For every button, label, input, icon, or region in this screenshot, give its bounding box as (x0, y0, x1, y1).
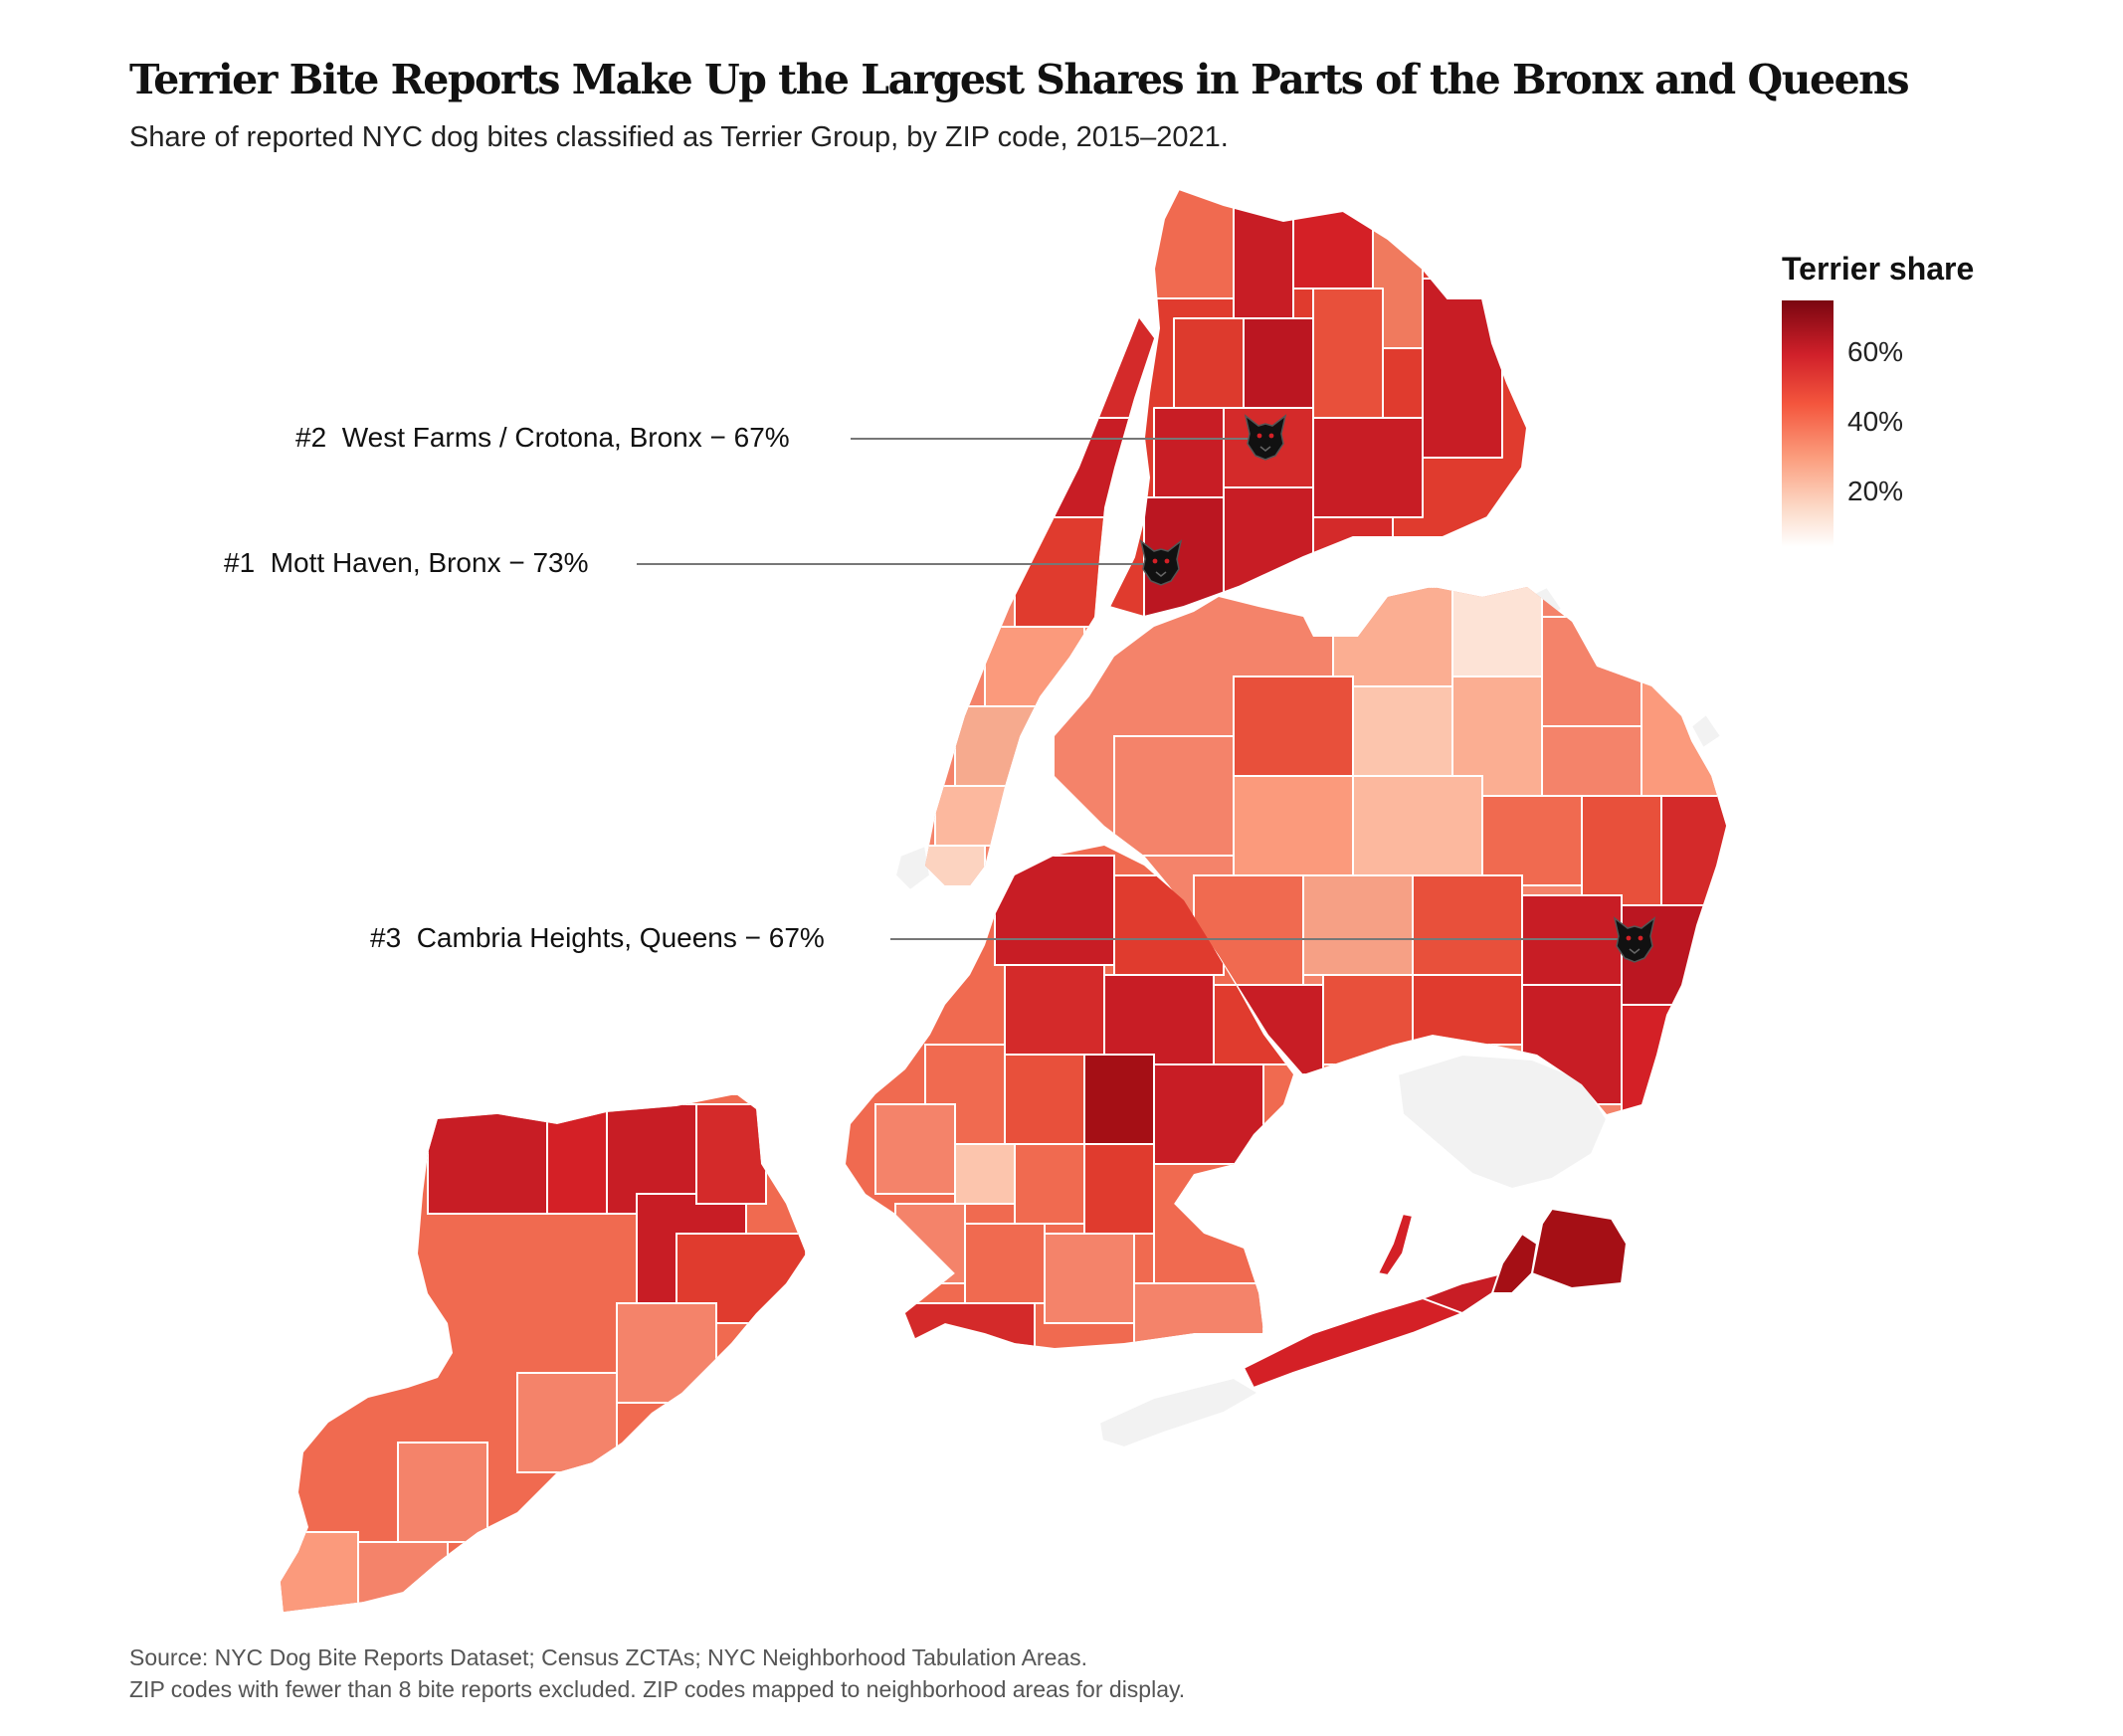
legend-title: Terrier share (1782, 251, 1975, 287)
legend-label-20: 20% (1847, 476, 1904, 506)
callout-label-3: #3 Cambria Heights, Queens − 67% (370, 922, 825, 953)
callout-label-1: #1 Mott Haven, Bronx − 73% (224, 547, 589, 578)
dog-head-icon (1613, 916, 1656, 963)
source-line-1: Source: NYC Dog Bite Reports Dataset; Ce… (129, 1644, 1088, 1670)
legend-label-40: 40% (1847, 406, 1904, 437)
legend-tick-20 (1834, 492, 1843, 494)
source-line-2: ZIP codes with fewer than 8 bite reports… (129, 1676, 1186, 1702)
borough-staten-island (281, 1094, 806, 1612)
legend-color-bar (1782, 300, 1834, 547)
map-title: Terrier Bite Reports Make Up the Largest… (129, 56, 1910, 103)
legend-tick-40 (1834, 423, 1843, 425)
legend-label-60: 60% (1847, 336, 1904, 367)
callout-label-2: #2 West Farms / Crotona, Bronx − 67% (295, 422, 790, 453)
map-subtitle: Share of reported NYC dog bites classifi… (129, 121, 1229, 153)
rockaway-peninsula (1242, 1207, 1629, 1390)
callout-leaders (637, 438, 1632, 940)
legend-tick-60 (1834, 353, 1843, 355)
dog-head-icon (1139, 539, 1183, 586)
source-note: Source: NYC Dog Bite Reports Dataset; Ce… (129, 1641, 1185, 1705)
dog-head-icon (1244, 414, 1287, 461)
